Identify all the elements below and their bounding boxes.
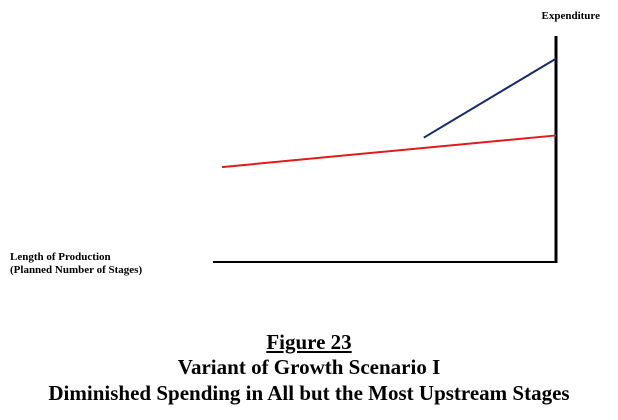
figure-number: Figure 23 bbox=[266, 330, 352, 354]
figure-title: Variant of Growth Scenario I bbox=[177, 355, 441, 379]
series-line-red bbox=[221, 134, 557, 169]
x-axis-label-line1: Length of Production bbox=[10, 251, 111, 263]
figure-subtitle: Diminished Spending in All but the Most … bbox=[48, 381, 570, 405]
x-axis-label-line2: (Planned Number of Stages) bbox=[10, 264, 142, 276]
y-axis-label: Expenditure bbox=[542, 10, 601, 22]
series-line-blue bbox=[423, 57, 557, 139]
